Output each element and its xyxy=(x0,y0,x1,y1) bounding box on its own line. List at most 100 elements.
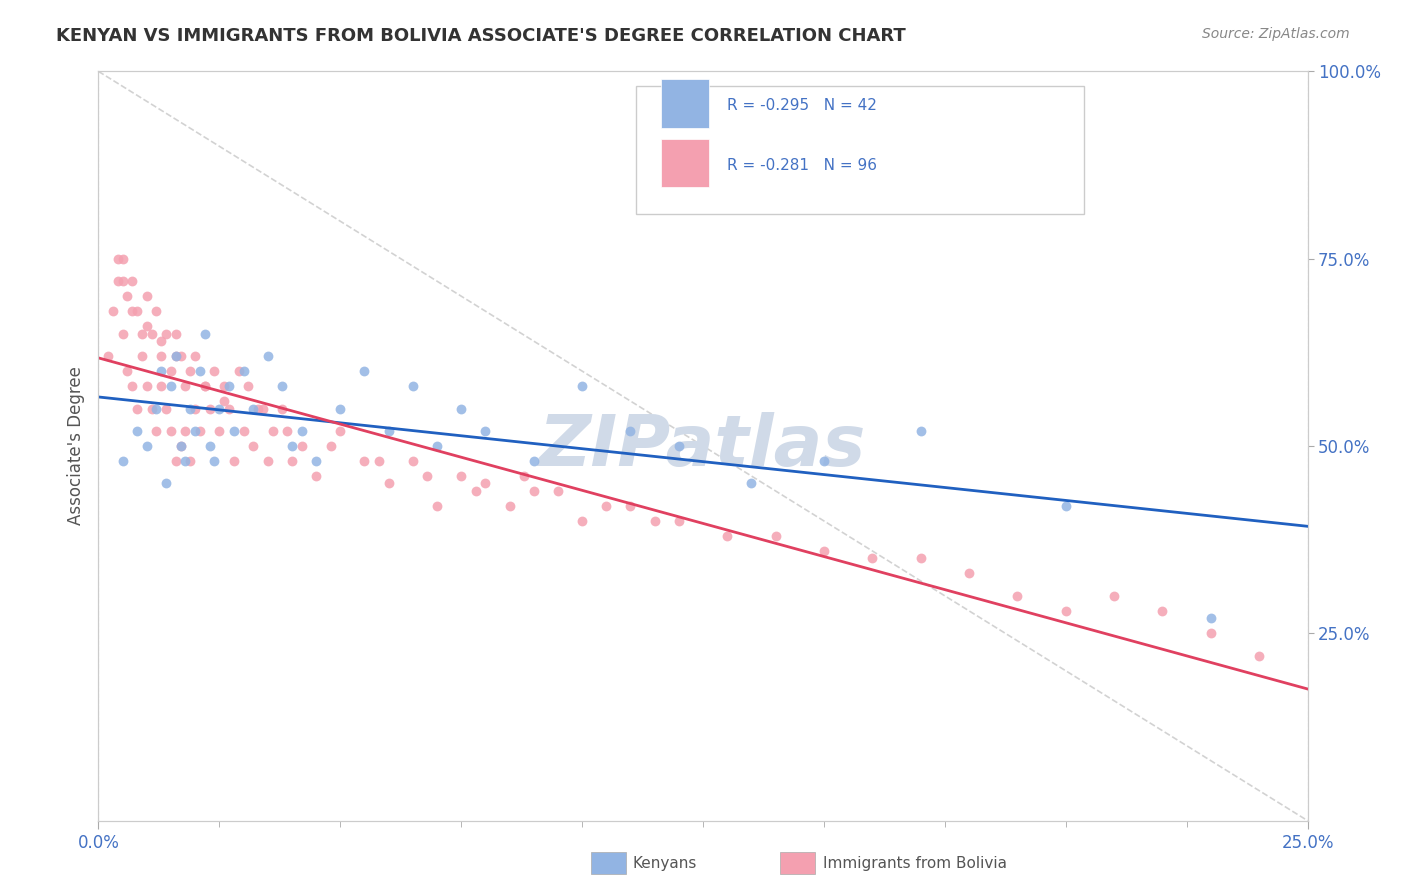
Point xyxy=(188,424,211,438)
Point xyxy=(208,401,231,416)
Point xyxy=(198,439,221,453)
Point xyxy=(450,401,472,416)
Point xyxy=(276,424,298,438)
Point xyxy=(464,483,486,498)
Point xyxy=(290,439,312,453)
Point xyxy=(353,454,375,468)
Point xyxy=(179,364,201,378)
Point xyxy=(165,349,187,363)
Point xyxy=(619,424,641,438)
Point xyxy=(131,326,153,341)
Point xyxy=(141,326,163,341)
Point xyxy=(135,439,157,453)
Point xyxy=(910,424,932,438)
Point xyxy=(111,252,134,266)
Point xyxy=(368,454,391,468)
Point xyxy=(1054,604,1077,618)
Point xyxy=(155,476,177,491)
Point xyxy=(353,364,375,378)
Point xyxy=(127,304,149,318)
Point xyxy=(426,439,449,453)
Point xyxy=(281,439,304,453)
Point xyxy=(329,424,352,438)
Point xyxy=(165,326,187,341)
Point xyxy=(97,349,120,363)
Point xyxy=(765,529,787,543)
Point xyxy=(305,454,328,468)
Point xyxy=(498,499,520,513)
Point xyxy=(127,424,149,438)
Point xyxy=(256,349,278,363)
Point xyxy=(242,401,264,416)
Point xyxy=(169,349,191,363)
Point xyxy=(179,401,201,416)
Y-axis label: Associate's Degree: Associate's Degree xyxy=(66,367,84,525)
Point xyxy=(145,304,167,318)
Text: KENYAN VS IMMIGRANTS FROM BOLIVIA ASSOCIATE'S DEGREE CORRELATION CHART: KENYAN VS IMMIGRANTS FROM BOLIVIA ASSOCI… xyxy=(56,27,905,45)
Point xyxy=(319,439,342,453)
Point xyxy=(218,379,240,393)
Point xyxy=(377,476,399,491)
Point xyxy=(188,364,211,378)
Point xyxy=(262,424,284,438)
Point xyxy=(121,274,143,288)
Point xyxy=(222,424,245,438)
Point xyxy=(145,424,167,438)
Point xyxy=(668,439,690,453)
Point xyxy=(813,454,835,468)
Point xyxy=(194,379,217,393)
Point xyxy=(212,379,235,393)
Point xyxy=(121,379,143,393)
Point xyxy=(426,499,449,513)
Point xyxy=(668,514,690,528)
Point xyxy=(150,349,173,363)
Point xyxy=(523,454,546,468)
Point xyxy=(155,401,177,416)
Point xyxy=(416,469,439,483)
Point xyxy=(127,401,149,416)
Point xyxy=(212,394,235,409)
Point xyxy=(135,379,157,393)
Point xyxy=(595,499,617,513)
Point xyxy=(1102,589,1125,603)
Point xyxy=(117,289,139,303)
FancyBboxPatch shape xyxy=(637,87,1084,214)
Point xyxy=(402,454,425,468)
Text: Kenyans: Kenyans xyxy=(633,856,697,871)
Point xyxy=(740,476,762,491)
Point xyxy=(1152,604,1174,618)
Point xyxy=(107,274,129,288)
Point xyxy=(174,379,197,393)
Point xyxy=(957,566,980,581)
Text: Source: ZipAtlas.com: Source: ZipAtlas.com xyxy=(1202,27,1350,41)
FancyBboxPatch shape xyxy=(661,139,709,187)
Point xyxy=(305,469,328,483)
Point xyxy=(523,483,546,498)
Text: Immigrants from Bolivia: Immigrants from Bolivia xyxy=(823,856,1007,871)
Point xyxy=(290,424,312,438)
Point xyxy=(111,326,134,341)
Point xyxy=(204,454,226,468)
Point xyxy=(179,454,201,468)
Point xyxy=(160,424,183,438)
Point xyxy=(238,379,260,393)
Point xyxy=(232,364,254,378)
Point xyxy=(571,379,593,393)
Text: R = -0.281   N = 96: R = -0.281 N = 96 xyxy=(727,158,877,172)
Point xyxy=(208,424,231,438)
Point xyxy=(184,349,207,363)
Point xyxy=(165,349,187,363)
Point xyxy=(150,364,173,378)
Point xyxy=(121,304,143,318)
Point xyxy=(860,551,883,566)
Point xyxy=(218,401,240,416)
Point xyxy=(377,424,399,438)
Point xyxy=(1249,648,1271,663)
Point xyxy=(450,469,472,483)
Point xyxy=(571,514,593,528)
Point xyxy=(117,364,139,378)
Point xyxy=(184,424,207,438)
Point xyxy=(141,401,163,416)
Point xyxy=(242,439,264,453)
Point xyxy=(160,364,183,378)
